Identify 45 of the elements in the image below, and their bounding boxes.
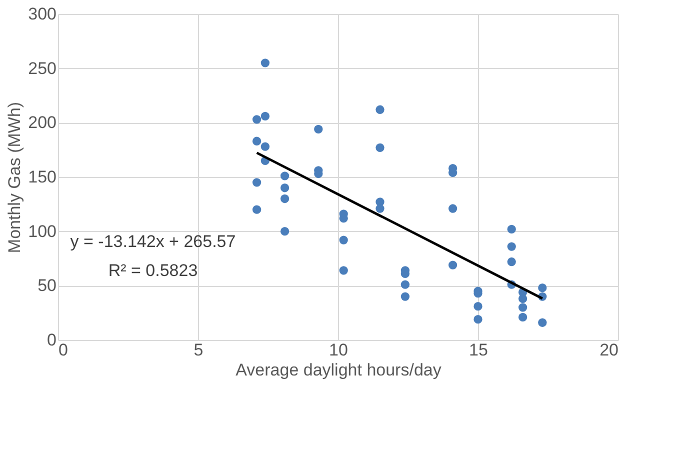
point bbox=[252, 178, 262, 187]
point bbox=[518, 303, 528, 312]
x-tick-label: 0 bbox=[58, 340, 68, 360]
point bbox=[376, 143, 384, 152]
point bbox=[376, 204, 384, 213]
x-axis-title: Average daylight hours/day bbox=[236, 360, 442, 380]
point bbox=[314, 124, 323, 134]
point bbox=[507, 242, 516, 251]
y-tick-label: 250 bbox=[28, 58, 56, 78]
point bbox=[474, 315, 482, 324]
x-tick-label: 5 bbox=[194, 340, 204, 360]
point bbox=[252, 115, 262, 124]
point bbox=[260, 142, 270, 151]
y-tick-label: 200 bbox=[28, 113, 56, 132]
point bbox=[280, 227, 290, 236]
x-tick-label: 20 bbox=[600, 340, 618, 360]
point bbox=[280, 184, 290, 192]
point bbox=[260, 58, 270, 68]
annotation: y = -13.142x + 265.57 bbox=[70, 232, 236, 251]
point bbox=[376, 105, 384, 114]
y-tick-label: 300 bbox=[28, 4, 56, 24]
point bbox=[507, 257, 516, 266]
y-tick-label: 50 bbox=[38, 276, 56, 296]
point bbox=[474, 302, 482, 311]
x-tick-label: 15 bbox=[469, 340, 488, 360]
point bbox=[260, 112, 270, 120]
point bbox=[538, 318, 547, 327]
point bbox=[280, 194, 290, 204]
y-tick-label: 100 bbox=[28, 222, 56, 241]
point bbox=[448, 260, 458, 270]
annotation: R² = 0.5823 bbox=[108, 261, 198, 280]
point bbox=[400, 280, 410, 289]
point bbox=[339, 266, 348, 275]
point bbox=[448, 204, 458, 213]
point bbox=[339, 236, 348, 244]
point bbox=[507, 224, 516, 234]
point bbox=[252, 136, 262, 146]
x-tick-label: 10 bbox=[329, 340, 348, 360]
point bbox=[400, 292, 410, 301]
point bbox=[280, 172, 290, 180]
y-axis-title: Monthly Gas (MWh) bbox=[5, 102, 24, 254]
point bbox=[518, 312, 528, 322]
point bbox=[538, 284, 547, 292]
point bbox=[252, 205, 262, 214]
y-tick-label: 150 bbox=[28, 168, 56, 186]
